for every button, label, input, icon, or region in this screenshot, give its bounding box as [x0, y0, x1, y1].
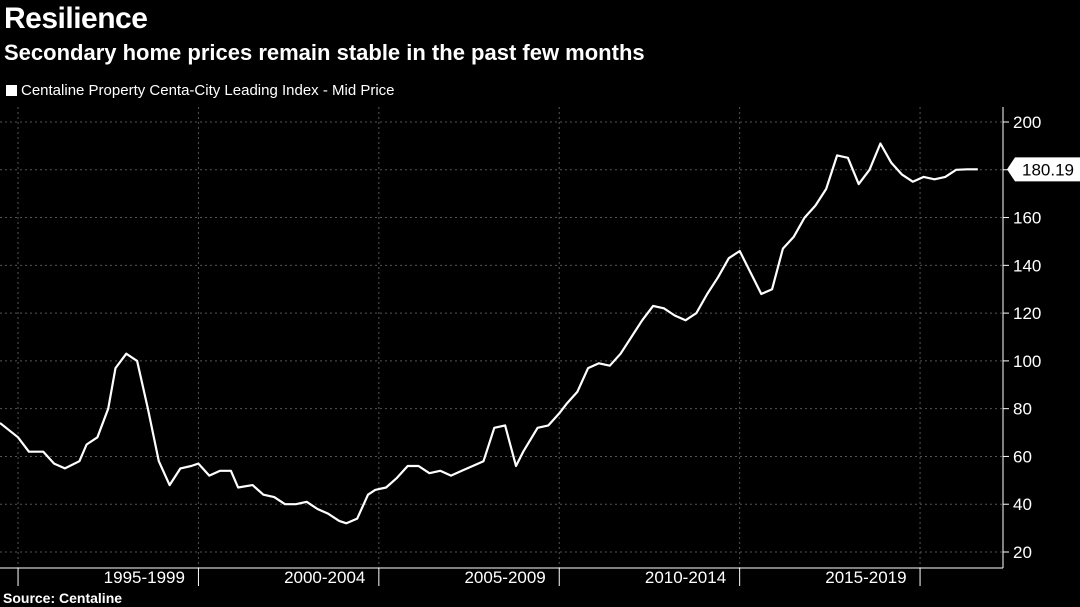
last-value-label: 180.19 — [1022, 160, 1074, 179]
y-tick-label: 20 — [1013, 543, 1032, 562]
y-tick-label: 200 — [1013, 113, 1041, 132]
series-line — [0, 142, 978, 525]
chart-title: Resilience — [4, 2, 148, 35]
source-note: Source: Centaline — [3, 590, 123, 606]
x-category-label: 2010-2014 — [645, 568, 726, 587]
legend: Centaline Property Centa-City Leading In… — [6, 82, 395, 99]
last-value-badge — [1007, 157, 1080, 182]
y-tick-label: 160 — [1013, 209, 1041, 228]
y-tick-label: 60 — [1013, 447, 1032, 466]
x-category-label: 2015-2019 — [825, 568, 906, 587]
x-category-label: 2005-2009 — [464, 568, 545, 587]
y-tick-label: 120 — [1013, 304, 1041, 323]
y-tick-label: 100 — [1013, 352, 1041, 371]
x-category-label: 1995-1999 — [104, 568, 185, 587]
chart-subtitle: Secondary home prices remain stable in t… — [4, 40, 645, 65]
x-category-label: 2000-2004 — [284, 568, 365, 587]
legend-label: Centaline Property Centa-City Leading In… — [21, 82, 395, 99]
legend-swatch — [6, 85, 17, 96]
y-tick-label: 140 — [1013, 256, 1041, 275]
y-tick-label: 40 — [1013, 495, 1032, 514]
y-tick-label: 80 — [1013, 400, 1032, 419]
